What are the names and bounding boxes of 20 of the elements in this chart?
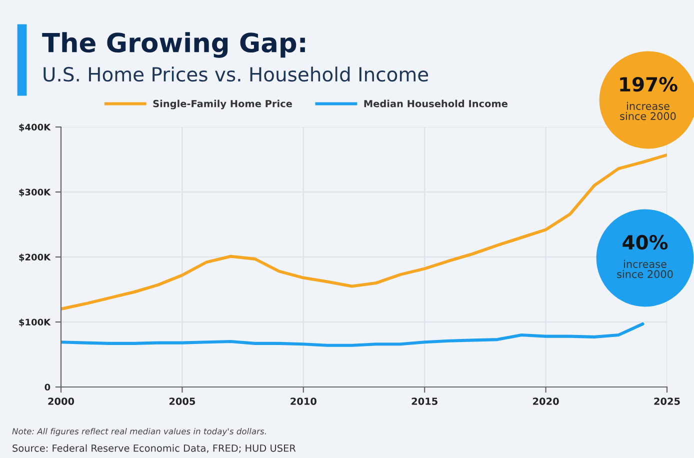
- chart-subtitle: U.S. Home Prices vs. Household Income: [44, 66, 428, 82]
- x-tick-label: 2015: [412, 398, 438, 405]
- annotation: 40% increase since 2000: [617, 234, 673, 278]
- y-tick-label: $200K: [19, 254, 51, 262]
- legend-label: Median Household Income: [364, 100, 508, 108]
- text: 197% increase since 2000: [620, 76, 678, 120]
- x-tick-label: 2000: [48, 398, 74, 405]
- chart-title: The Growing Gap:: [42, 32, 305, 58]
- y-tick-label: 0: [44, 384, 50, 391]
- y-tick-label: $300K: [19, 188, 51, 197]
- legend-label: Single-Family Home Price: [153, 100, 292, 110]
- x-tick-label: 2010: [290, 398, 316, 405]
- source-note: Source: Federal Reserve Economic Data, FRED; HUD USER: [12, 444, 296, 453]
- x-tick-label: 2020: [533, 398, 559, 405]
- text: Note: All figures reflect real median values in today's dollars.: [12, 428, 266, 436]
- x-tick-label: 2005: [169, 398, 196, 405]
- y-tick-label: $100K: [19, 318, 51, 327]
- y-tick-label: $400K: [19, 124, 51, 132]
- x-tick-label: 2025: [654, 398, 680, 405]
- line-series: [61, 322, 644, 347]
